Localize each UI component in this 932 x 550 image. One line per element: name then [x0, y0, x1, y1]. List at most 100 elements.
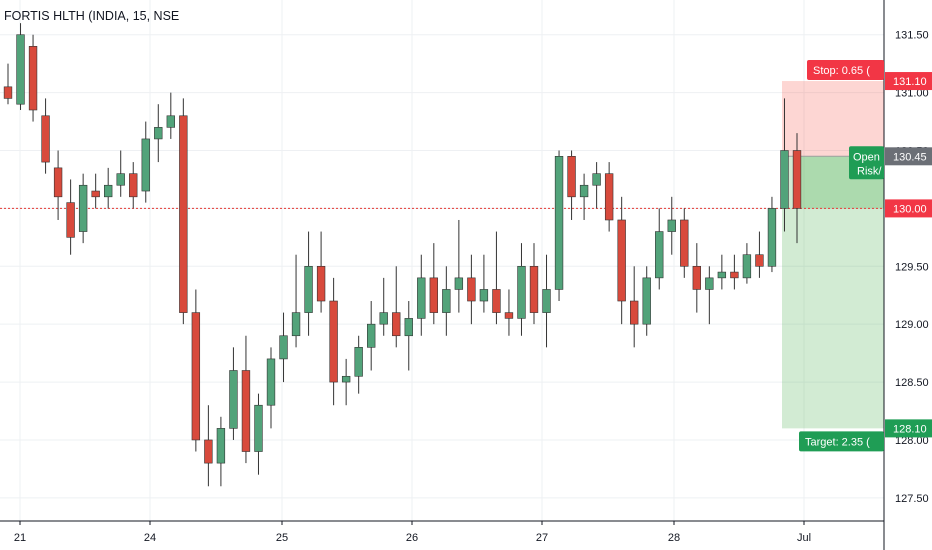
candle — [479, 254, 489, 313]
candle — [630, 266, 639, 348]
candle-body — [28, 46, 38, 111]
candle — [129, 162, 138, 209]
candle-body — [792, 150, 802, 209]
current-price-badge-bg — [885, 199, 932, 218]
candle-body — [755, 254, 764, 267]
y-tick-label: 129.50 — [895, 261, 929, 273]
candle — [279, 312, 288, 383]
position-zones[interactable] — [782, 81, 884, 429]
candle — [78, 173, 88, 244]
candle — [191, 289, 201, 452]
candle-body — [630, 300, 639, 325]
stop-label: Stop: 0.65 ( — [807, 60, 884, 81]
candle-body — [705, 277, 714, 290]
candle-body — [367, 323, 376, 348]
candle-body — [667, 219, 676, 232]
y-tick-label: 131.00 — [895, 88, 929, 100]
candle-body — [41, 115, 50, 163]
candle-body — [379, 312, 388, 325]
entry-price-badge: 130.45 — [885, 147, 932, 166]
candle — [517, 243, 526, 336]
candle — [454, 219, 464, 313]
candle — [367, 301, 376, 371]
chart-title: FORTIS HLTH (INDIA, 15, NSE — [4, 9, 180, 23]
candle-body — [104, 184, 113, 198]
candle — [329, 277, 338, 406]
candle — [592, 162, 601, 209]
candle-body — [454, 277, 464, 290]
candle — [354, 335, 363, 394]
current-price-badge-text: 130.00 — [893, 203, 927, 215]
candle-body — [567, 156, 576, 198]
stop-label-text: Stop: 0.65 ( — [813, 65, 870, 77]
candle — [154, 104, 163, 163]
candle — [554, 150, 564, 302]
candle-body — [166, 115, 175, 128]
candle — [3, 63, 13, 105]
candle-body — [129, 173, 138, 198]
target-label-bg — [799, 431, 884, 452]
y-tick-label: 131.50 — [895, 30, 929, 42]
x-tick-label: Jul — [797, 532, 811, 544]
candle — [53, 150, 63, 220]
price-axis[interactable]: 127.50 128.00 128.50 129.00 129.50 130.00 130.… — [883, 0, 929, 550]
candle-body — [3, 86, 13, 99]
candle — [542, 254, 551, 348]
candle-body — [216, 428, 226, 464]
candle — [705, 266, 714, 325]
candle-body — [116, 173, 125, 186]
open-label: Open Risk/ — [849, 146, 884, 180]
candle — [166, 92, 175, 139]
time-axis[interactable]: 21 24 25 26 27 28 Jul — [0, 520, 884, 544]
candle-body — [78, 184, 88, 232]
candle-body — [304, 265, 313, 313]
candle — [266, 347, 276, 429]
candle — [216, 416, 226, 487]
candle-body — [241, 370, 251, 452]
candle-body — [279, 335, 288, 360]
candles — [3, 23, 802, 487]
target-label: Target: 2.35 ( — [799, 431, 884, 452]
candle — [66, 179, 75, 255]
open-label-line2: Risk/ — [857, 165, 882, 177]
x-tick-label: 27 — [536, 532, 548, 544]
candle-body — [467, 277, 476, 302]
entry-price-badge-text: 130.45 — [893, 151, 927, 163]
price-labels: 131.10 130.45 130.00 128.10 Stop: 0.65 (Targ… — [799, 60, 932, 452]
candle-body — [191, 312, 201, 441]
stop-zone — [782, 81, 884, 157]
candle — [529, 243, 539, 325]
candle — [116, 150, 125, 197]
candle-body — [517, 265, 526, 319]
open-label-bg — [849, 146, 884, 180]
candle — [792, 133, 802, 244]
candle-body — [16, 34, 25, 105]
candle-body — [154, 127, 163, 140]
candle — [91, 173, 100, 209]
current-price-badge: 130.00 — [885, 199, 932, 218]
y-tick-label: 127.50 — [895, 493, 929, 505]
candle-body — [642, 277, 651, 325]
y-tick-label: 128.00 — [895, 435, 929, 447]
candle-body — [717, 271, 727, 279]
x-tick-label: 25 — [276, 532, 288, 544]
y-tick-label: 128.50 — [895, 377, 929, 389]
candle-body — [542, 289, 551, 313]
candle — [241, 335, 251, 464]
candle — [467, 254, 476, 325]
candle — [642, 266, 651, 336]
candle-body — [504, 312, 514, 319]
candle-body — [492, 289, 501, 313]
candle-body — [141, 138, 150, 192]
candle-body — [229, 370, 238, 429]
candle-body — [91, 190, 100, 198]
candle-body — [179, 115, 188, 313]
candle-body — [617, 219, 626, 302]
candle-body — [329, 300, 338, 383]
x-tick-label: 21 — [14, 532, 26, 544]
candle — [579, 173, 589, 220]
entry-price-badge-bg — [885, 147, 932, 166]
candle — [717, 254, 727, 290]
target-price-badge-text: 128.10 — [893, 423, 927, 435]
